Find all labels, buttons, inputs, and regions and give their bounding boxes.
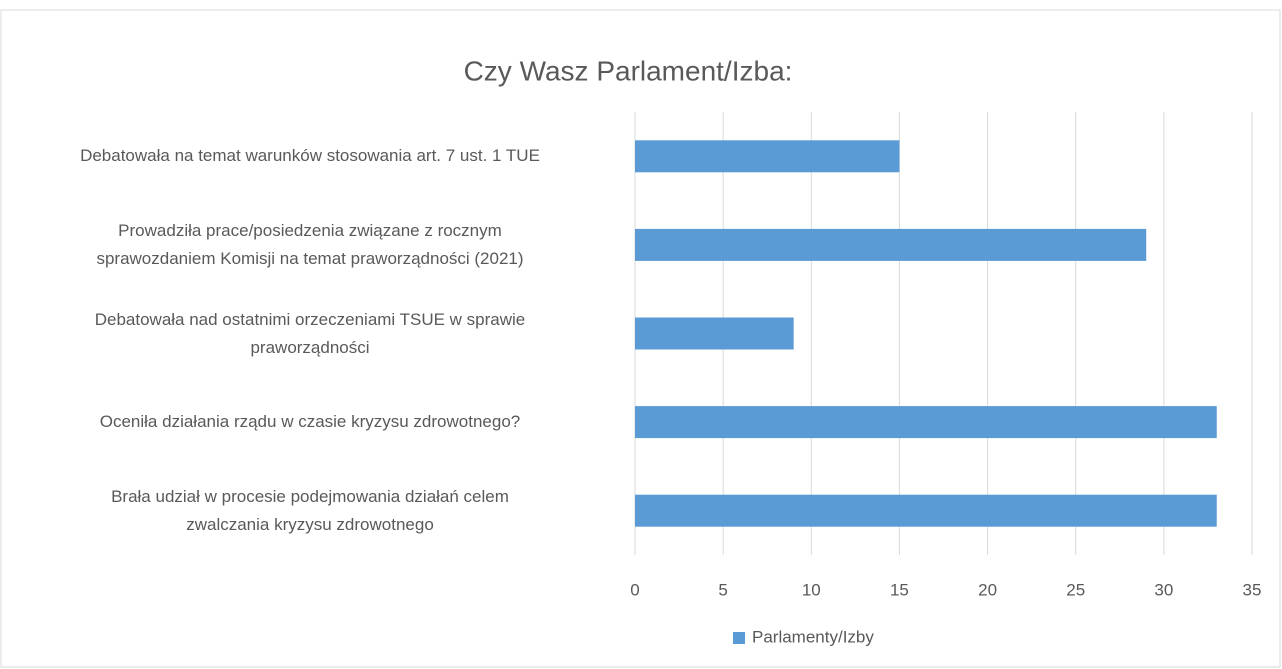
- bar: [635, 140, 900, 173]
- x-tick-label: 30: [1154, 580, 1173, 599]
- bar: [635, 406, 1217, 439]
- x-tick-label: 10: [802, 580, 821, 599]
- y-tick-label: Oceniła działania rządu w czasie kryzysu…: [99, 412, 521, 432]
- y-tick-label: Brała udział w procesie podejmowania dzi…: [111, 486, 509, 534]
- chart-title: Czy Wasz Parlament/Izba:: [464, 55, 793, 86]
- x-tick-label: 35: [1243, 580, 1262, 599]
- legend-swatch: [733, 632, 745, 644]
- y-tick-label: Debatowała na temat warunków stosowania …: [80, 146, 540, 166]
- y-tick-label: Prowadziła prace/posiedzenia związane z …: [96, 220, 524, 268]
- bar: [635, 228, 1147, 261]
- bar: [635, 494, 1217, 527]
- legend-label: Parlamenty/Izby: [752, 627, 874, 646]
- x-tick-label: 0: [630, 580, 639, 599]
- x-tick-label: 20: [978, 580, 997, 599]
- y-tick-label: Debatowała nad ostatnimi orzeczeniami TS…: [94, 309, 526, 357]
- x-tick-label: 5: [718, 580, 727, 599]
- bar: [635, 317, 794, 350]
- x-tick-label: 15: [890, 580, 909, 599]
- x-tick-label: 25: [1066, 580, 1085, 599]
